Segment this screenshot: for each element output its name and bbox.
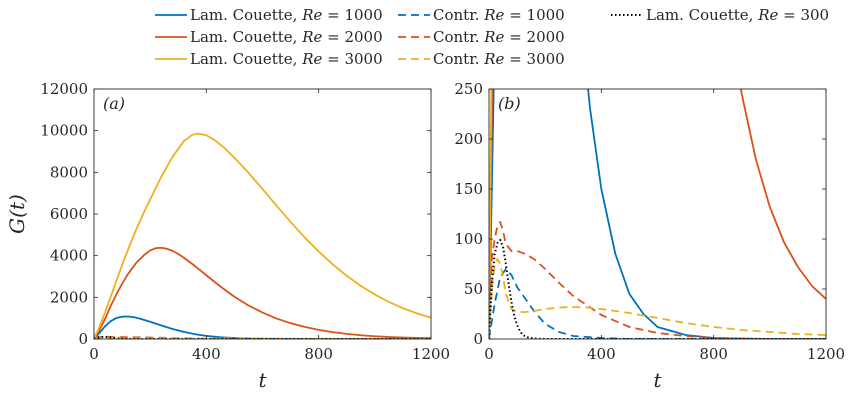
series-line-b-0 [489,89,826,339]
legend-label-4: Contr. Re = 2000 [433,28,565,46]
y-tick-label-a-3: 6000 [50,205,88,223]
y-tick-label-b-4: 200 [454,130,483,148]
series-line-b-1 [489,89,826,339]
plot-frame-b [488,88,827,340]
x-tick-label-a-3: 1200 [412,345,450,363]
series-line-a-1 [94,246,431,339]
x-tick-label-b-3: 1200 [807,345,845,363]
legend-label-5: Lam. Couette, Re = 3000 [190,50,383,68]
y-tick-label-b-3: 150 [454,180,483,198]
x-tick-label-a-2: 800 [304,345,333,363]
x-axis-label-a: t [258,368,267,392]
series-line-a-2 [94,132,431,339]
x-tick-label-b-2: 800 [699,345,728,363]
series-line-b-5 [489,258,826,339]
panel-b: 0 400 800 1200 0 50 100 150 200 250 t (b) [454,80,845,392]
series-line-a-0 [94,315,431,339]
y-tick-label-a-4: 8000 [50,163,88,181]
y-tick-label-a-5: 10000 [40,122,88,140]
x-tick-label-a-1: 400 [192,345,221,363]
plot-frame-a [93,88,432,340]
legend-label-3: Lam. Couette, Re = 2000 [190,28,383,46]
x-tick-label-b-0: 0 [484,345,494,363]
panel-a: 0 400 800 1200020004000600080001000012000tG… [5,80,450,392]
y-tick-label-a-6: 12000 [40,80,88,98]
series-line-b-6 [489,239,826,339]
legend-label-0: Lam. Couette, Re = 1000 [190,6,383,24]
legend-label-1: Contr. Re = 1000 [433,6,565,24]
x-tick-label-a-0: 0 [89,345,99,363]
x-tick-label-b-1: 400 [587,345,616,363]
y-tick-label-b-1: 50 [464,280,483,298]
x-axis-label-b: t [653,368,662,392]
legend-label-2: Lam. Couette, Re = 300 [646,6,829,24]
series-group-b [489,89,826,339]
y-tick-label-a-1: 2000 [50,288,88,306]
panel-label-b: (b) [498,94,521,113]
y-tick-label-a-0: 0 [78,330,88,348]
y-axis-label-a: G(t) [5,194,29,234]
legend: Lam. Couette, Re = 1000 Contr. Re = 1000 L… [155,6,829,68]
y-tick-label-a-2: 4000 [50,247,88,265]
y-tick-label-b-5: 250 [454,80,483,98]
y-tick-label-b-0: 0 [473,330,483,348]
series-group-a [94,132,431,339]
legend-label-6: Contr. Re = 3000 [433,50,565,68]
series-line-b-3 [489,268,826,339]
series-line-b-4 [489,221,826,339]
y-tick-label-b-2: 100 [454,230,483,248]
panel-label-a: (a) [103,94,125,113]
